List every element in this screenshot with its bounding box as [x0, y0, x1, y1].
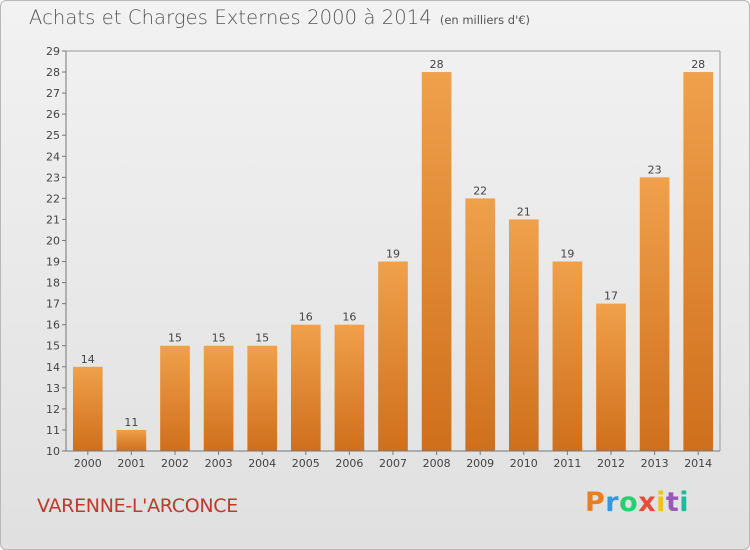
x-tick-label: 2002	[161, 457, 189, 470]
bar	[465, 198, 496, 451]
bar	[160, 345, 190, 451]
bar-value-label: 16	[299, 311, 313, 324]
brand-logo-letter: r	[605, 487, 620, 518]
bar	[72, 366, 103, 451]
bar	[421, 72, 452, 451]
y-tick-label: 18	[46, 277, 60, 290]
bar	[639, 177, 670, 451]
x-tick-label: 2010	[510, 457, 538, 470]
bar-value-label: 15	[255, 332, 269, 345]
bar-value-label: 19	[560, 248, 574, 261]
y-tick-label: 23	[46, 171, 60, 184]
bar	[552, 261, 583, 451]
x-tick-label: 2003	[205, 457, 233, 470]
x-tick-label: 2006	[335, 457, 363, 470]
y-tick-label: 22	[46, 192, 60, 205]
bar-value-label: 19	[386, 248, 400, 261]
y-tick-label: 28	[46, 66, 60, 79]
bar	[683, 72, 714, 451]
y-tick-label: 10	[46, 445, 60, 458]
y-tick-label: 12	[46, 403, 60, 416]
bar	[596, 303, 626, 451]
chart-title-text: Achats et Charges Externes 2000 à 2014	[29, 6, 432, 29]
bar-value-label: 22	[473, 184, 487, 197]
x-tick-label: 2009	[466, 457, 494, 470]
bar	[116, 429, 147, 451]
bar-value-label: 28	[430, 58, 444, 71]
bar	[378, 261, 408, 451]
x-tick-label: 2008	[423, 457, 451, 470]
bar-value-label: 16	[342, 311, 356, 324]
x-tick-label: 2007	[379, 457, 407, 470]
bar-value-label: 15	[168, 332, 182, 345]
location-name: VARENNE-L'ARCONCE	[37, 495, 238, 517]
bar-value-label: 28	[691, 58, 705, 71]
chart-unit-note: (en milliers d'€)	[439, 13, 531, 27]
y-tick-label: 26	[46, 108, 60, 121]
brand-logo-letter: i	[656, 487, 666, 518]
bar-value-label: 11	[124, 416, 138, 429]
bar	[203, 345, 234, 451]
x-tick-label: 2001	[117, 457, 145, 470]
bar-value-label: 17	[604, 290, 618, 303]
x-tick-label: 2000	[74, 457, 102, 470]
y-tick-label: 19	[46, 256, 60, 269]
x-tick-label: 2012	[597, 457, 625, 470]
y-tick-label: 11	[46, 424, 60, 437]
x-tick-label: 2011	[553, 457, 581, 470]
x-tick-label: 2013	[641, 457, 669, 470]
chart-title: Achats et Charges Externes 2000 à 2014 (e…	[29, 6, 530, 29]
brand-logo-letter: x	[638, 487, 657, 518]
y-tick-label: 24	[46, 150, 60, 163]
y-tick-label: 25	[46, 129, 60, 142]
y-tick-label: 15	[46, 340, 60, 353]
brand-logo-letter: i	[679, 487, 690, 518]
y-tick-label: 21	[46, 213, 60, 226]
bar	[508, 219, 539, 451]
x-tick-label: 2005	[292, 457, 320, 470]
brand-logo: Proxiti	[585, 487, 689, 518]
x-tick-label: 2014	[684, 457, 712, 470]
y-tick-label: 16	[46, 319, 60, 332]
bar	[290, 324, 321, 451]
y-tick-label: 17	[46, 298, 60, 311]
bar-value-label: 21	[517, 205, 531, 218]
y-tick-label: 13	[46, 382, 60, 395]
bar	[247, 345, 278, 451]
x-tick-label: 2004	[248, 457, 276, 470]
brand-logo-letter: t	[665, 487, 680, 518]
brand-logo-letter: P	[585, 487, 606, 518]
bar	[334, 324, 365, 451]
y-tick-label: 29	[46, 45, 60, 58]
bar-value-label: 23	[648, 163, 662, 176]
y-tick-label: 20	[46, 234, 60, 247]
brand-logo-letter: o	[619, 487, 639, 518]
bar-value-label: 14	[81, 353, 95, 366]
y-tick-label: 27	[46, 87, 60, 100]
y-tick-label: 14	[46, 361, 60, 374]
bar-value-label: 15	[212, 332, 226, 345]
